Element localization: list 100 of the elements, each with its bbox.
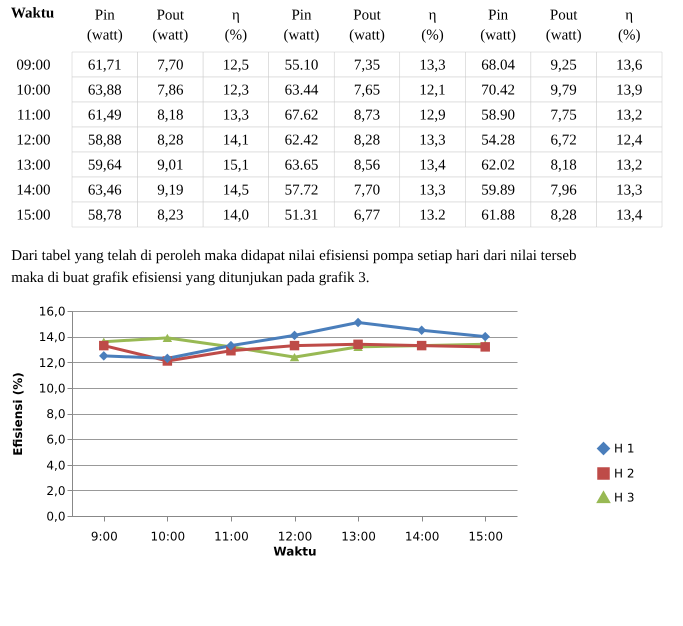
- point: [290, 330, 300, 340]
- data-label: 62.42: [284, 132, 318, 148]
- x-tick-label: 10:00: [150, 530, 186, 544]
- x-tick-label: η (%): [618, 8, 640, 44]
- y-tick-label: 10,0: [38, 381, 66, 396]
- x-axis-title: Waktu: [273, 544, 317, 558]
- data-label: 58,88: [88, 132, 122, 148]
- y-tick-label: 14:00: [16, 182, 50, 198]
- data-label: 13,2: [616, 108, 642, 124]
- x-tick-label: η (%): [421, 8, 444, 44]
- data-label: 61,71: [88, 58, 122, 74]
- point: [99, 340, 109, 350]
- data-label: 12,4: [616, 132, 643, 148]
- point: [480, 342, 490, 352]
- data-label: 8,28: [354, 132, 380, 148]
- x-tick-label: Pout (watt): [152, 8, 188, 44]
- data-label: 62.02: [481, 158, 515, 174]
- data-label: 8,56: [354, 158, 381, 174]
- data-label: 54.28: [481, 132, 515, 148]
- x-tick-label: 14:00: [404, 530, 440, 544]
- y-tick-label: 0,0: [46, 510, 66, 524]
- data-label: 63,88: [88, 82, 122, 98]
- data-label: 8,18: [550, 158, 577, 174]
- point: [162, 354, 172, 364]
- data-label: 9,01: [157, 158, 184, 174]
- point: [353, 340, 363, 350]
- x-tick-label: 9:00: [90, 530, 118, 544]
- data-label: 13,4: [419, 158, 446, 174]
- data-label: 9,79: [550, 82, 577, 98]
- data-label: 70.42: [481, 82, 515, 98]
- data-label: 13,3: [222, 108, 250, 124]
- data-label: 61,49: [88, 108, 122, 124]
- x-tick-label: η (%): [224, 8, 248, 44]
- data-label: 12,1: [419, 82, 446, 98]
- data-label: 7,70: [157, 58, 184, 74]
- y-tick-label: 13:00: [16, 158, 50, 174]
- data-label: 51.31: [284, 208, 318, 224]
- data-label: 9,19: [157, 182, 184, 198]
- data-label: 14,0: [222, 208, 250, 224]
- y-axis-title: Waktu: [10, 6, 54, 22]
- data-label: 7,70: [354, 182, 380, 198]
- legend-label: H 1: [614, 442, 634, 456]
- data-label: 63,46: [88, 182, 122, 198]
- data-label: 14,5: [222, 182, 250, 198]
- data-label: 7,75: [550, 108, 577, 124]
- data-label: 13,3: [419, 182, 446, 198]
- y-tick-label: 4,0: [46, 458, 66, 472]
- y-tick-label: 16,0: [38, 304, 66, 318]
- y-tick-label: 11:00: [16, 108, 50, 124]
- data-label: 67.62: [284, 108, 318, 124]
- data-label: 58.90: [481, 108, 515, 124]
- data-label: 63.44: [284, 82, 319, 98]
- data-label: 8,23: [157, 208, 184, 224]
- data-label: 59.89: [481, 182, 515, 198]
- x-tick-label: Pout (watt): [546, 8, 582, 44]
- data-label: 13,3: [419, 58, 446, 74]
- point: [480, 332, 490, 342]
- y-tick-label: 12:00: [16, 132, 50, 148]
- point: [290, 353, 300, 362]
- text: Dari tabel yang telah di peroleh maka didapat nilai efisiensi pompa setiap hari dari nilai terseb: [11, 248, 576, 264]
- data-label: 15,1: [222, 158, 250, 174]
- x-tick-label: Pin (watt): [86, 8, 123, 44]
- data-label: 55.10: [284, 58, 318, 74]
- data-label: 7,96: [550, 182, 578, 198]
- point: [353, 318, 363, 328]
- data-label: 7,35: [354, 58, 380, 74]
- point: [162, 334, 172, 342]
- x-tick-label: Pout (watt): [349, 8, 385, 44]
- data-label: 7,86: [157, 82, 184, 98]
- data-label: 8,28: [550, 208, 577, 224]
- x-tick-label: 11:00: [214, 530, 249, 544]
- data-label: 59,64: [88, 158, 122, 174]
- legend-label: H 2: [614, 466, 634, 480]
- y-tick-label: 12,0: [38, 356, 66, 370]
- point: [290, 340, 300, 350]
- data-label: 13,9: [616, 82, 642, 98]
- data-label: 13,6: [616, 58, 643, 74]
- point: [99, 351, 109, 361]
- y-tick-label: 09:00: [16, 58, 50, 74]
- data-label: 8,28: [157, 132, 184, 148]
- data-label: 6,72: [550, 132, 577, 148]
- data-label: 14,1: [222, 132, 250, 148]
- y-tick-label: 8,0: [46, 407, 66, 421]
- data-label: 63.65: [284, 158, 318, 174]
- data-label: 12,3: [222, 82, 250, 98]
- y-axis-title: Efisiensi (%): [10, 372, 25, 456]
- data-label: 12,5: [222, 58, 250, 74]
- data-label: 13,3: [616, 182, 642, 198]
- data-label: 13,4: [616, 208, 643, 224]
- data-label: 58,78: [88, 208, 122, 224]
- y-tick-label: 15:00: [16, 208, 50, 224]
- data-label: 68.04: [481, 58, 516, 74]
- x-tick-label: Pin (watt): [480, 8, 516, 44]
- x-tick-label: 12:00: [278, 530, 312, 544]
- x-tick-label: Pin (watt): [284, 8, 320, 44]
- data-label: 61.88: [481, 208, 515, 224]
- y-tick-label: 6,0: [46, 432, 66, 447]
- y-tick-label: 14,0: [38, 330, 66, 344]
- data-label: 6,77: [354, 208, 381, 224]
- legend-label: H 3: [614, 490, 634, 504]
